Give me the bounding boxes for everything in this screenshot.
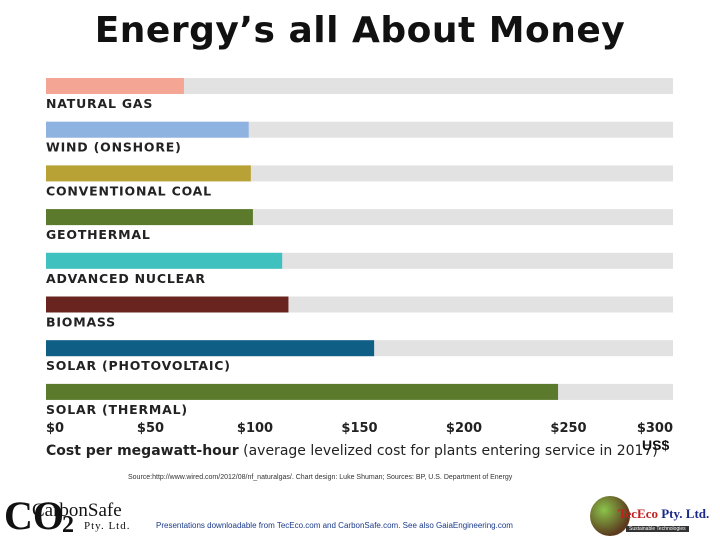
bar xyxy=(46,78,184,94)
tececo-name-tec: Tec xyxy=(618,506,638,521)
category-label: WIND (ONSHORE) xyxy=(46,140,182,155)
tececo-name-eco: Eco xyxy=(637,506,658,521)
globe-icon xyxy=(590,496,630,536)
tececo-tagline: Sustainable Technologies xyxy=(626,526,689,532)
x-tick-label: $100 xyxy=(237,421,273,436)
footer-note: Presentations downloadable from TecEco.c… xyxy=(156,521,513,530)
x-tick-label: $50 xyxy=(137,421,164,436)
x-tick-label: $150 xyxy=(341,421,377,436)
category-label: BIOMASS xyxy=(46,315,116,330)
tececo-name-pty: Pty. Ltd. xyxy=(657,506,710,521)
x-tick-label: $250 xyxy=(550,421,586,436)
x-tick-label: $300 xyxy=(637,421,673,436)
bar-track xyxy=(46,78,673,94)
category-label: SOLAR (PHOTOVOLTAIC) xyxy=(46,358,231,373)
logo-two-text: 2 xyxy=(62,512,74,538)
x-tick-label: $200 xyxy=(446,421,482,436)
bar xyxy=(46,121,249,138)
category-label: GEOTHERMAL xyxy=(46,227,151,242)
logo-co-text: CO xyxy=(4,493,64,538)
bar xyxy=(46,383,559,400)
category-label: ADVANCED NUCLEAR xyxy=(46,271,206,286)
source-note: Source:http://www.wired.com/2012/08/nf_n… xyxy=(128,474,513,481)
carbonsafe-logo: CO 2 CarbonSafe Pty. Ltd. xyxy=(4,490,134,538)
x-axis-label-bold: Cost per megawatt-hour xyxy=(46,443,239,459)
category-label: CONVENTIONAL COAL xyxy=(46,183,212,198)
bar xyxy=(46,296,289,313)
x-tick-label: $0 xyxy=(46,421,64,436)
logo-pty-text: Pty. Ltd. xyxy=(84,520,131,532)
x-axis-label-rest: (average levelized cost for plants enter… xyxy=(238,443,658,459)
slide-title: Energy’s all About Money xyxy=(94,10,626,51)
bar xyxy=(46,165,251,182)
category-label: SOLAR (THERMAL) xyxy=(46,402,188,417)
tececo-name: TecEco Pty. Ltd. xyxy=(618,506,709,522)
bar xyxy=(46,340,375,357)
bar xyxy=(46,252,283,269)
bar xyxy=(46,209,253,226)
unit-label: US$ xyxy=(642,437,670,453)
tececo-logo: TecEco Pty. Ltd. Sustainable Technologie… xyxy=(590,494,718,540)
x-axis-label: Cost per megawatt-hour (average levelize… xyxy=(46,443,658,459)
category-label: NATURAL GAS xyxy=(46,96,153,111)
logo-name-text: CarbonSafe xyxy=(32,500,122,521)
